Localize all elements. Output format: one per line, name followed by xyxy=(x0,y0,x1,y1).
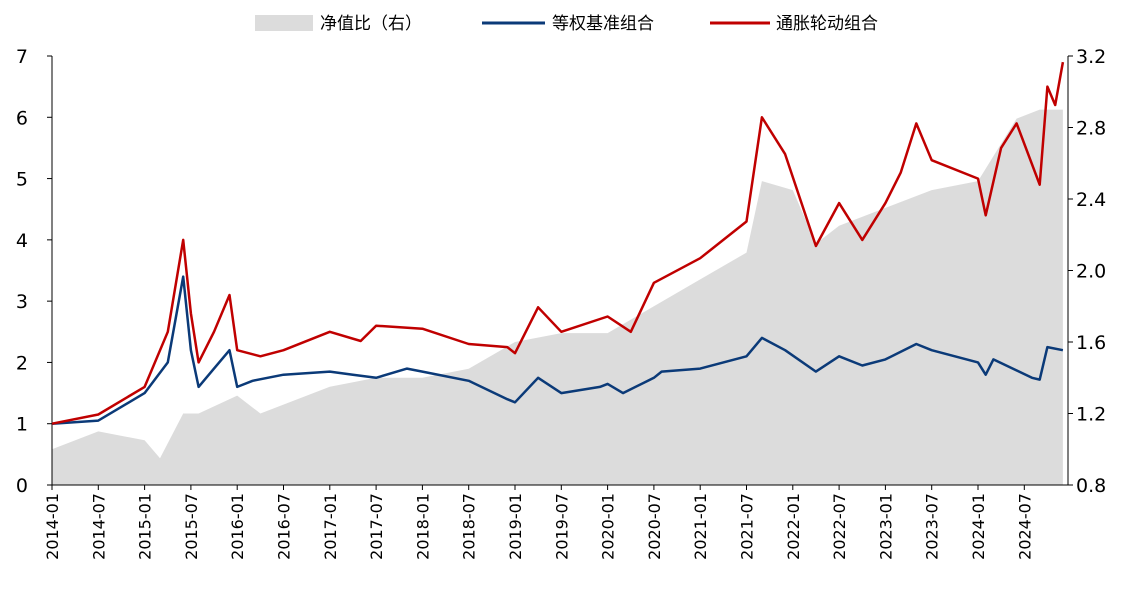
legend-label-equal: 等权基准组合 xyxy=(552,14,654,34)
x-tick-label: 2019-01 xyxy=(506,493,525,560)
x-tick-label: 2018-07 xyxy=(460,493,479,560)
y-right-tick-label: 1.6 xyxy=(1076,332,1106,354)
legend: 净值比（右） 等权基准组合 通胀轮动组合 xyxy=(255,14,878,34)
x-tick-label: 2015-01 xyxy=(136,493,155,560)
y-left-tick-label: 4 xyxy=(16,230,28,252)
x-tick-label: 2014-01 xyxy=(43,493,62,560)
legend-label-ratio: 净值比（右） xyxy=(320,14,422,34)
x-tick-label: 2014-07 xyxy=(89,493,108,560)
x-tick-label: 2016-01 xyxy=(228,493,247,560)
x-tick-label: 2022-01 xyxy=(784,493,803,560)
x-tick-label: 2018-01 xyxy=(413,493,432,560)
x-tick-label: 2017-01 xyxy=(321,493,340,560)
y-right-tick-label: 2.8 xyxy=(1076,118,1106,140)
y-left-tick-label: 3 xyxy=(16,291,28,313)
series-line-rotation xyxy=(51,61,1065,425)
legend-label-rotation: 通胀轮动组合 xyxy=(776,14,878,34)
series-line-equal xyxy=(51,275,1064,425)
x-tick-label: 2024-07 xyxy=(1015,493,1034,560)
x-tick-label: 2016-07 xyxy=(275,493,294,560)
x-tick-label: 2023-07 xyxy=(923,493,942,560)
x-tick-label: 2019-07 xyxy=(552,493,571,560)
y-left-tick-label: 6 xyxy=(16,107,28,129)
x-tick-label: 2020-01 xyxy=(599,493,618,560)
x-tick-label: 2015-07 xyxy=(182,493,201,560)
x-tick-label: 2020-07 xyxy=(645,493,664,560)
y-left-tick-label: 5 xyxy=(16,169,28,191)
y-left-tick-label: 7 xyxy=(16,46,28,68)
legend-swatch-ratio xyxy=(255,15,313,31)
y-left-tick-label: 0 xyxy=(16,475,28,497)
y-left-tick-label: 2 xyxy=(16,352,28,374)
y-left-tick-label: 1 xyxy=(16,414,28,436)
x-tick-label: 2021-01 xyxy=(691,493,710,560)
series-area-ratio xyxy=(52,109,1063,485)
x-tick-label: 2022-07 xyxy=(830,493,849,560)
y-right-tick-label: 2.0 xyxy=(1076,261,1106,283)
x-tick-label: 2021-07 xyxy=(738,493,757,560)
y-right-tick-label: 0.8 xyxy=(1076,475,1106,497)
x-tick-label: 2023-01 xyxy=(876,493,895,560)
x-tick-label: 2017-07 xyxy=(367,493,386,560)
y-right-tick-label: 1.2 xyxy=(1076,404,1106,426)
y-right-tick-label: 2.4 xyxy=(1076,189,1106,211)
y-right-tick-label: 3.2 xyxy=(1076,46,1106,68)
x-tick-label: 2024-01 xyxy=(969,493,988,560)
